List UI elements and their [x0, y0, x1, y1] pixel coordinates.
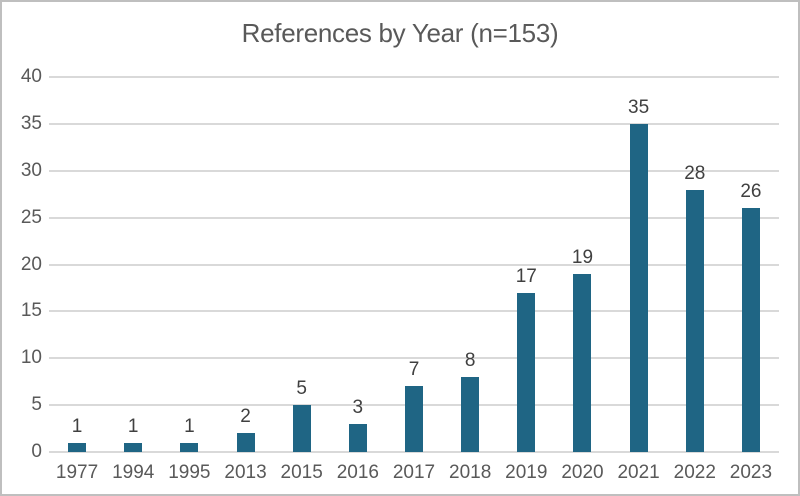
- gridline: [49, 357, 779, 360]
- y-axis-tick-label: 25: [20, 206, 42, 228]
- gridline: [49, 76, 779, 78]
- bar: [629, 123, 648, 452]
- x-axis-tick-label: 2017: [392, 462, 436, 483]
- x-axis-tick-label: 1995: [168, 462, 211, 483]
- gridline: [49, 310, 779, 313]
- x-axis-tick-label: 2016: [336, 462, 379, 483]
- bar: [292, 405, 311, 452]
- bar-value-label: 17: [515, 265, 537, 287]
- y-axis-tick-label: 40: [20, 66, 42, 87]
- y-axis-tick-label: 0: [31, 441, 42, 462]
- x-axis-tick-label: 2020: [561, 462, 604, 483]
- y-axis-tick-label: 20: [20, 253, 42, 275]
- bar: [348, 423, 367, 452]
- bar: [461, 377, 480, 452]
- y-axis-tick-label: 30: [20, 159, 42, 181]
- x-axis-tick-label: 2022: [673, 462, 716, 483]
- x-axis-line: [49, 451, 779, 453]
- bar: [741, 208, 760, 452]
- bar-value-label: 19: [571, 246, 594, 268]
- bar: [180, 442, 199, 452]
- y-axis-tick-label: 5: [31, 394, 42, 416]
- bar: [124, 442, 143, 452]
- y-axis-tick-label: 10: [20, 347, 42, 369]
- gridline: [49, 216, 779, 219]
- gridline: [49, 122, 779, 125]
- x-axis-tick-label: 2015: [280, 462, 323, 483]
- x-axis-tick-label: 2019: [505, 462, 548, 483]
- bar-value-label: 1: [71, 415, 83, 437]
- bar: [685, 189, 704, 452]
- bar: [517, 292, 536, 452]
- x-axis-tick-label: 1977: [55, 462, 99, 483]
- chart-title: References by Year (n=153): [241, 18, 559, 48]
- bar-value-label: 26: [740, 181, 762, 203]
- bar-value-label: 28: [684, 162, 706, 184]
- gridline: [49, 263, 779, 266]
- bar-value-label: 1: [127, 415, 139, 437]
- bar: [68, 442, 87, 452]
- bar-value-label: 3: [352, 396, 364, 418]
- y-axis-tick-label: 35: [20, 112, 42, 134]
- bar-value-label: 7: [408, 359, 420, 381]
- y-axis-tick-label: 15: [20, 300, 42, 322]
- x-axis-tick-label: 1994: [112, 462, 155, 483]
- bar: [573, 273, 592, 452]
- bar-value-label: 35: [628, 96, 650, 118]
- bar-value-label: 2: [240, 406, 251, 428]
- x-axis-tick-label: 2023: [729, 462, 773, 483]
- bar: [236, 433, 255, 452]
- bar-value-label: 5: [296, 378, 307, 400]
- bar-value-label: 1: [184, 415, 195, 437]
- bar: [405, 386, 423, 452]
- x-axis-tick-label: 2021: [617, 462, 660, 483]
- bar-value-label: 8: [464, 350, 476, 371]
- x-axis-tick-label: 2013: [224, 462, 267, 483]
- gridline: [49, 169, 779, 172]
- x-axis-tick-label: 2018: [449, 462, 492, 483]
